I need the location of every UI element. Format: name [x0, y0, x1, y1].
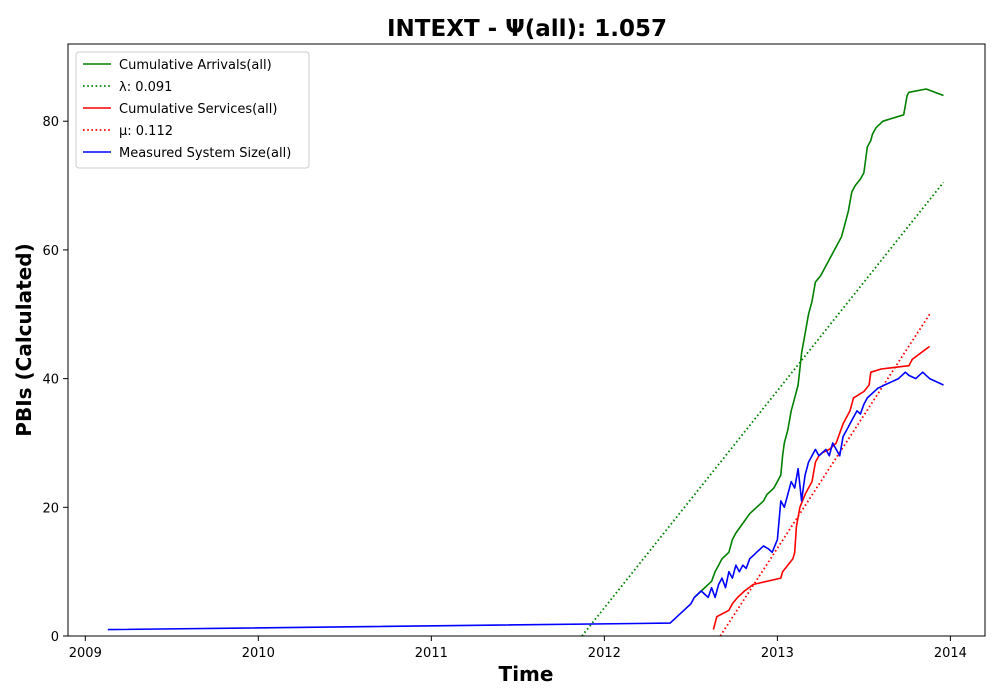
legend: Cumulative Arrivals(all) λ: 0.091 Cumulati… — [75, 51, 310, 169]
x-tick-label: 2014 — [934, 646, 967, 661]
series-line-1 — [581, 181, 945, 636]
legend-entry: μ: 0.112 — [119, 124, 173, 139]
y-tick-label: 80 — [42, 115, 59, 130]
axis-ticks: 2009 2010 2011 2012 2013 2014 0 20 40 60 80 — [42, 115, 966, 661]
legend-entry: λ: 0.091 — [119, 80, 172, 95]
legend-entry: Measured System Size(all) — [119, 146, 291, 161]
y-axis-title: PBIs (Calculated) — [12, 243, 36, 436]
legend-entry: Cumulative Arrivals(all) — [119, 58, 272, 73]
plot-area — [107, 88, 945, 636]
series-line-2 — [712, 345, 931, 630]
x-tick-label: 2011 — [415, 646, 448, 661]
y-tick-label: 0 — [51, 630, 59, 645]
series-line-3 — [719, 313, 931, 636]
series-line-0 — [693, 88, 944, 598]
y-tick-label: 60 — [42, 244, 59, 259]
y-tick-label: 20 — [42, 501, 59, 516]
legend-entry: Cumulative Services(all) — [119, 102, 277, 117]
x-tick-label: 2012 — [588, 646, 621, 661]
plot-frame — [67, 43, 986, 637]
legend-box — [75, 51, 310, 169]
x-tick-label: 2013 — [761, 646, 794, 661]
x-tick-label: 2010 — [242, 646, 275, 661]
chart-title: INTEXT - Ψ(all): 1.057 — [387, 16, 667, 42]
x-tick-label: 2009 — [69, 646, 102, 661]
x-axis-title: Time — [499, 662, 554, 686]
series-line-4 — [107, 371, 944, 631]
y-tick-label: 40 — [42, 373, 59, 388]
